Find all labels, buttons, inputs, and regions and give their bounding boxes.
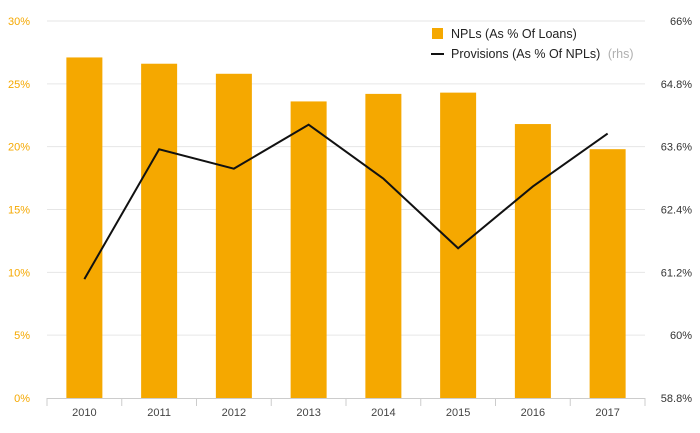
right-tick-label: 61.2% (661, 267, 692, 279)
x-tick-label: 2016 (521, 407, 545, 419)
legend: NPLs (As % Of Loans) Provisions (As % Of… (431, 27, 634, 61)
right-tick-label: 66% (670, 16, 692, 28)
x-tick-label: 2015 (446, 407, 470, 419)
right-tick-label: 60% (670, 330, 692, 342)
legend-provisions-rhs: (rhs) (608, 47, 634, 61)
legend-provisions-label: Provisions (As % Of NPLs) (451, 47, 600, 61)
x-tick-label: 2013 (296, 407, 320, 419)
x-axis: 2010 2011 2012 2013 2014 2015 2016 2017 (46, 398, 646, 419)
legend-npl-swatch (432, 28, 443, 39)
npl-bar-2011 (141, 63, 178, 399)
gridlines (47, 20, 645, 336)
npl-bar-2012 (215, 73, 252, 398)
left-tick-label: 20% (8, 142, 30, 154)
right-tick-label: 64.8% (661, 79, 692, 91)
npl-bar-2016 (514, 124, 551, 399)
legend-npl-label: NPLs (As % Of Loans) (451, 27, 577, 41)
x-tick-label: 2010 (72, 407, 96, 419)
left-tick-label: 10% (8, 267, 30, 279)
x-tick-label: 2012 (222, 407, 246, 419)
x-tick-label: 2011 (147, 407, 171, 419)
provisions-line (83, 123, 609, 280)
right-tick-label: 58.8% (661, 393, 692, 405)
right-tick-label: 63.6% (661, 142, 692, 154)
right-axis: 58.8% 60% 61.2% 62.4% 63.6% 64.8% 66% (661, 16, 692, 405)
right-tick-label: 62.4% (661, 205, 692, 217)
legend-provisions-text: Provisions (As % Of NPLs) (rhs) (451, 47, 634, 61)
npl-bars (66, 57, 626, 399)
left-tick-label: 5% (14, 330, 30, 342)
npl-bar-2013 (290, 101, 327, 398)
x-tick-label: 2017 (595, 407, 619, 419)
left-tick-label: 30% (8, 16, 30, 28)
npl-bar-2014 (365, 93, 402, 399)
x-tick-label: 2014 (371, 407, 395, 419)
left-tick-label: 15% (8, 205, 30, 217)
npl-bar-2017 (589, 149, 626, 398)
npl-bar-2015 (440, 92, 477, 398)
left-tick-label: 25% (8, 79, 30, 91)
left-axis: 0% 5% 10% 15% 20% 25% 30% (8, 16, 30, 405)
left-tick-label: 0% (14, 393, 30, 405)
provisions-line-group (83, 123, 609, 280)
npl-bar-2010 (66, 57, 103, 399)
